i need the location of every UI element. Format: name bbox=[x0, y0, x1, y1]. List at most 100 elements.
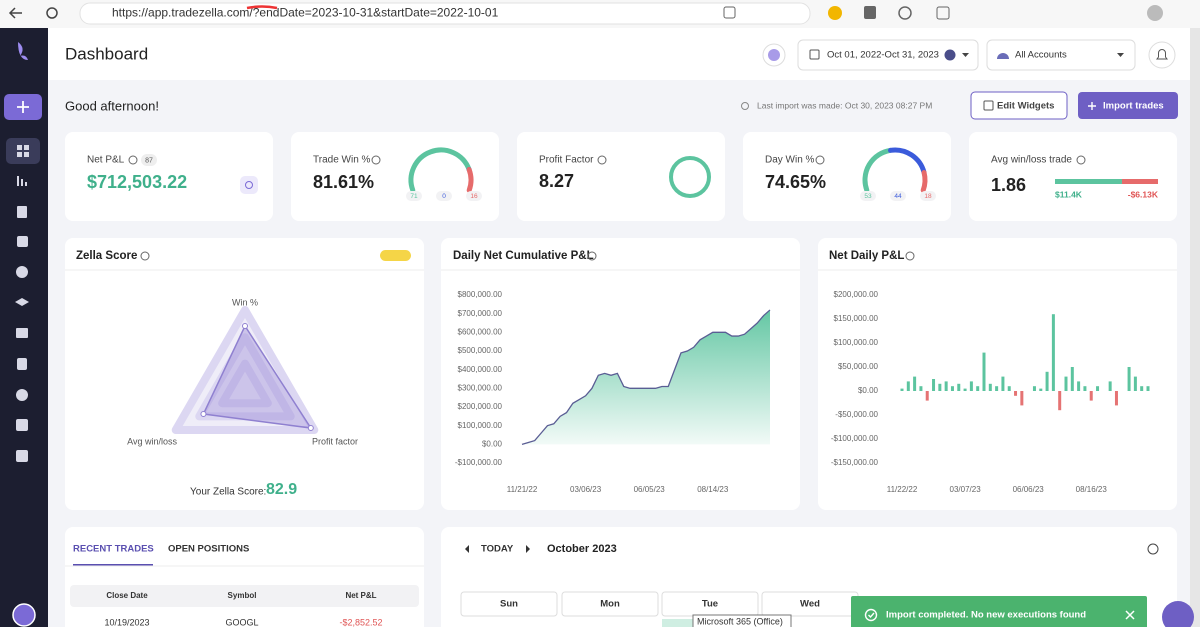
pnl-icon-glyph bbox=[245, 181, 253, 189]
gauge-segment bbox=[888, 147, 927, 176]
panel-title: Zella Score bbox=[76, 250, 137, 262]
column-header: Net P&L bbox=[345, 591, 376, 600]
bar bbox=[1045, 371, 1049, 391]
gauge-count: 0 bbox=[442, 193, 446, 200]
stat-label: Net P&L bbox=[87, 155, 125, 166]
day-win: 74.65% bbox=[765, 172, 826, 192]
y-tick-label: $100,000.00 bbox=[834, 338, 879, 347]
radar-point bbox=[242, 323, 248, 329]
check-mark bbox=[868, 612, 875, 619]
bar bbox=[1058, 391, 1062, 411]
y-tick-label: $300,000.00 bbox=[458, 383, 503, 392]
info-icon bbox=[597, 155, 607, 165]
nav-icons[interactable] bbox=[15, 145, 29, 462]
weekday: Wed bbox=[800, 599, 820, 610]
gauge-segment bbox=[920, 170, 928, 193]
import-trades-button[interactable] bbox=[1078, 92, 1178, 119]
date-picker[interactable] bbox=[797, 39, 979, 71]
x-tick-label: 03/06/23 bbox=[570, 485, 602, 494]
nav-active[interactable] bbox=[6, 138, 40, 164]
zella-score: 82.9 bbox=[266, 481, 297, 498]
panels bbox=[65, 238, 1177, 627]
month: October 2023 bbox=[547, 543, 617, 555]
address-bar[interactable] bbox=[79, 2, 811, 25]
y-tick-label: $400,000.00 bbox=[458, 365, 503, 374]
bar bbox=[1146, 386, 1150, 391]
bar bbox=[1039, 388, 1043, 391]
bar bbox=[919, 386, 923, 391]
panel-title: Net Daily P&L bbox=[829, 250, 904, 262]
trade-count: 87 bbox=[145, 157, 153, 164]
edit-widgets-button[interactable] bbox=[970, 91, 1068, 120]
info-icon bbox=[128, 155, 138, 165]
beta-pill bbox=[380, 250, 411, 261]
gauge-count: 53 bbox=[864, 193, 872, 200]
scrollbar bbox=[1190, 28, 1200, 627]
notifications[interactable] bbox=[1148, 41, 1176, 69]
bar bbox=[925, 391, 929, 401]
gauge-count: 71 bbox=[410, 193, 418, 200]
tooltip bbox=[692, 614, 792, 627]
bar bbox=[913, 376, 917, 391]
gauge-pill bbox=[436, 191, 452, 201]
y-tick-label: $600,000.00 bbox=[458, 327, 503, 336]
table-header bbox=[70, 585, 419, 607]
bar bbox=[1140, 386, 1144, 391]
gauge-pill bbox=[920, 191, 936, 201]
reload-button[interactable] bbox=[46, 7, 58, 19]
chat-button[interactable] bbox=[1162, 601, 1194, 627]
badge bbox=[141, 154, 157, 166]
bar bbox=[1077, 381, 1081, 391]
info-icon bbox=[905, 251, 915, 261]
radar-point bbox=[200, 411, 207, 417]
cell: -$2,852.52 bbox=[339, 617, 382, 627]
info-icon bbox=[140, 251, 150, 261]
stat-label: Trade Win % bbox=[313, 155, 371, 166]
gauge-pill bbox=[890, 191, 906, 201]
toast bbox=[851, 596, 1147, 627]
user-avatar[interactable] bbox=[12, 603, 36, 627]
bar bbox=[1070, 367, 1074, 391]
toast-close[interactable] bbox=[1125, 610, 1135, 620]
edit-icon bbox=[983, 100, 994, 111]
info-icon bbox=[587, 251, 597, 261]
sidebar bbox=[0, 28, 48, 627]
gauge-pill bbox=[466, 191, 482, 201]
bar bbox=[1001, 376, 1005, 391]
day-headers bbox=[460, 591, 859, 617]
info-icon bbox=[1147, 543, 1159, 555]
avg-win-bar bbox=[1055, 179, 1122, 184]
trade-win: 81.61% bbox=[313, 172, 374, 192]
bar bbox=[963, 388, 967, 391]
clear-date[interactable] bbox=[944, 49, 956, 61]
back-button[interactable] bbox=[8, 7, 22, 19]
next-month[interactable] bbox=[526, 545, 530, 553]
info-icon bbox=[1076, 155, 1086, 165]
page-title: Dashboard bbox=[65, 44, 148, 63]
last-import: Last import was made: Oct 30, 2023 08:27… bbox=[757, 100, 932, 110]
bar bbox=[932, 379, 936, 391]
add-icon bbox=[17, 101, 29, 113]
account-icon bbox=[997, 53, 1009, 59]
bar bbox=[1064, 376, 1068, 391]
weekday: Sun bbox=[500, 599, 518, 610]
gauge-segment bbox=[466, 167, 474, 193]
bar bbox=[950, 386, 954, 391]
radar-point bbox=[307, 425, 314, 431]
x-tick-label: 08/16/23 bbox=[1076, 485, 1108, 494]
redaction bbox=[246, 5, 278, 10]
tab[interactable]: RECENT TRADES bbox=[73, 544, 154, 555]
gauge-count: 16 bbox=[470, 193, 478, 200]
panel-title: Daily Net Cumulative P&L bbox=[453, 250, 594, 262]
tab[interactable]: OPEN POSITIONS bbox=[168, 544, 249, 555]
browser-icons bbox=[723, 5, 1163, 21]
prev-month[interactable] bbox=[465, 545, 469, 553]
stat-label: Profit Factor bbox=[539, 155, 594, 166]
bar bbox=[982, 352, 986, 391]
radar-label: Profit factor bbox=[312, 436, 358, 446]
bar bbox=[1127, 367, 1131, 391]
today-button[interactable]: TODAY bbox=[481, 544, 514, 555]
account-select[interactable] bbox=[986, 39, 1136, 71]
info-icon bbox=[371, 155, 381, 165]
